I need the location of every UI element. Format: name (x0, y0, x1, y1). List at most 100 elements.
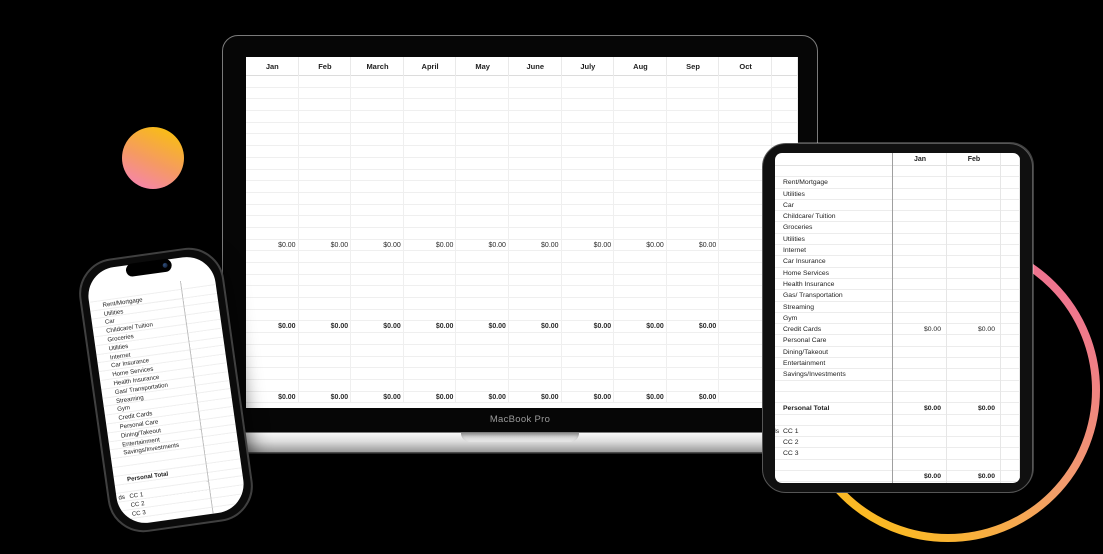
sheet-row: Savings/Investments (775, 369, 1020, 380)
phone-camera-dot (162, 262, 168, 269)
laptop-sheet: Jan Feb March April May June July Aug Sep Oct $0.0… (246, 57, 798, 403)
sheet-cell (404, 146, 457, 158)
sheet-cell (614, 134, 667, 146)
sheet-row: Rent/Mortgage (775, 177, 1020, 188)
sheet-value (947, 313, 1001, 325)
sheet-row (246, 333, 798, 345)
sheet-cell (246, 76, 299, 88)
sheet-cell (246, 181, 299, 193)
sheet-cell (562, 345, 615, 357)
sheet-value (947, 211, 1001, 223)
sheet-row: Entertainment (775, 358, 1020, 369)
sheet-cell (456, 193, 509, 205)
sheet-cell (246, 286, 299, 298)
sheet-cell: $0.00 (614, 240, 667, 252)
sheet-row-label: Gas/ Transportation (775, 290, 893, 302)
sheet-cell (299, 123, 352, 135)
sheet-cell (299, 134, 352, 146)
sheet-row (246, 228, 798, 240)
laptop-header-row: Jan Feb March April May June July Aug Sep Oct (246, 57, 798, 76)
sheet-value (893, 268, 947, 280)
sheet-cell (509, 123, 562, 135)
sheet-cell (246, 310, 299, 322)
sheet-value (893, 177, 947, 189)
sheet-cell (456, 368, 509, 380)
sheet-cell (667, 181, 720, 193)
sheet-cell (667, 193, 720, 205)
sheet-cell (404, 134, 457, 146)
sheet-cell: $0.00 (246, 240, 299, 252)
sheet-cell (562, 123, 615, 135)
sheet-value (947, 448, 1001, 460)
sheet-cell (509, 357, 562, 369)
sheet-row-label: Gym (775, 313, 893, 325)
sheet-value (893, 335, 947, 347)
sheet-row-label: Rent/Mortgage (775, 177, 893, 189)
sheet-cell (246, 134, 299, 146)
sheet-value (947, 335, 1001, 347)
sheet-cell (614, 228, 667, 240)
sheet-cell (614, 99, 667, 111)
sheet-cell (614, 76, 667, 88)
sheet-row (775, 166, 1020, 177)
sheet-cell: $0.00 (562, 240, 615, 252)
sheet-value: $0.00 (893, 324, 947, 336)
sheet-cell (404, 228, 457, 240)
sheet-row: Streaming (775, 302, 1020, 313)
sheet-cell (509, 146, 562, 158)
sheet-cell (299, 228, 352, 240)
sheet-cell: $0.00 (562, 392, 615, 404)
sheet-cell (1001, 403, 1020, 415)
sheet-cell (1001, 392, 1020, 403)
month-header (1001, 153, 1020, 167)
sheet-cell (719, 134, 772, 146)
sheet-row (246, 134, 798, 146)
sheet-cell (351, 158, 404, 170)
sheet-cell (614, 88, 667, 100)
sheet-value: $0.00 (893, 403, 947, 415)
sheet-cell (614, 216, 667, 228)
sheet-cell (299, 146, 352, 158)
sheet-value (893, 369, 947, 381)
sheet-cell (667, 286, 720, 298)
sheet-cell (456, 76, 509, 88)
sheet-cell (299, 368, 352, 380)
sheet-value (947, 358, 1001, 370)
sheet-cell (299, 310, 352, 322)
sheet-cell (1001, 234, 1020, 246)
sheet-cell (562, 333, 615, 345)
sheet-row (246, 275, 798, 287)
sheet-cell (404, 357, 457, 369)
sheet-cell (246, 146, 299, 158)
sheet-cell: $0.00 (456, 392, 509, 404)
laptop-base-notch (461, 433, 579, 442)
sheet-value (947, 290, 1001, 302)
sheet-cell (667, 111, 720, 123)
sheet-cell (246, 357, 299, 369)
sheet-cell (351, 76, 404, 88)
sheet-cell (562, 111, 615, 123)
sheet-cell (614, 111, 667, 123)
sheet-cell (246, 345, 299, 357)
sheet-row-label (775, 381, 893, 392)
sheet-row-label: CC 2 (775, 437, 893, 449)
sheet-cell (351, 380, 404, 392)
sheet-cell (456, 146, 509, 158)
sheet-cell (299, 170, 352, 182)
sheet-cell (562, 251, 615, 263)
sheet-cell (456, 345, 509, 357)
sheet-row: Dining/Takeout (775, 347, 1020, 358)
sheet-value (947, 437, 1001, 449)
sheet-cell: $0.00 (299, 321, 352, 333)
sheet-cell (509, 76, 562, 88)
sheet-cell (509, 158, 562, 170)
sheet-cell (667, 380, 720, 392)
sheet-cell (509, 345, 562, 357)
sheet-cell (351, 345, 404, 357)
sheet-cell (562, 205, 615, 217)
sheet-cell: $0.00 (667, 392, 720, 404)
sheet-cell (509, 170, 562, 182)
sheet-cell (299, 111, 352, 123)
sheet-cell (1001, 256, 1020, 268)
